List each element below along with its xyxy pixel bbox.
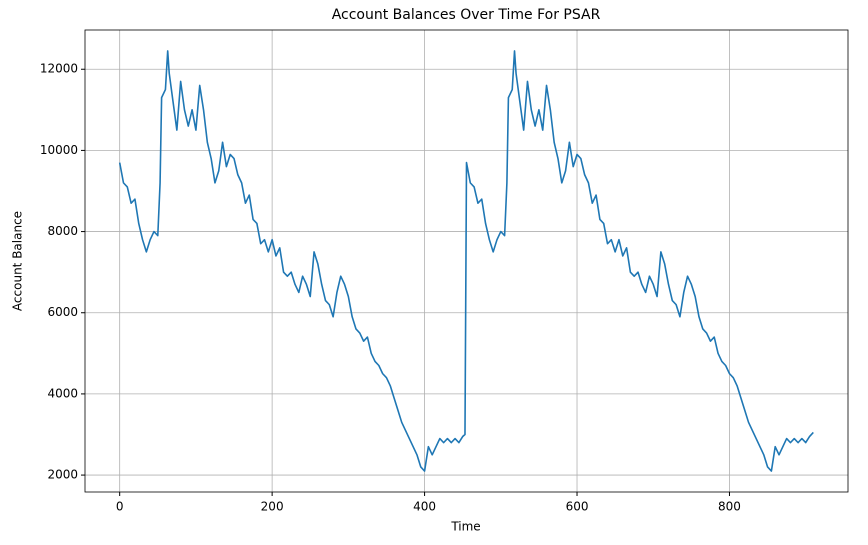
y-tick-label: 4000 xyxy=(47,386,78,400)
x-tick-label: 600 xyxy=(566,500,589,514)
x-tick-label: 400 xyxy=(413,500,436,514)
x-axis-label: Time xyxy=(450,520,480,534)
plot-frame xyxy=(84,29,849,493)
x-tick-label: 800 xyxy=(718,500,741,514)
y-tick-label: 10000 xyxy=(40,143,78,157)
y-tick-label: 12000 xyxy=(40,62,78,76)
y-tick-label: 6000 xyxy=(47,305,78,319)
line-series xyxy=(118,50,814,472)
x-tick-label: 0 xyxy=(116,500,124,514)
y-tick-label: 8000 xyxy=(47,224,78,238)
chart-title: Account Balances Over Time For PSAR xyxy=(332,7,601,23)
y-axis-label: Account Balance xyxy=(11,211,25,311)
y-tick-label: 2000 xyxy=(47,468,78,482)
x-tick-label: 200 xyxy=(261,500,284,514)
